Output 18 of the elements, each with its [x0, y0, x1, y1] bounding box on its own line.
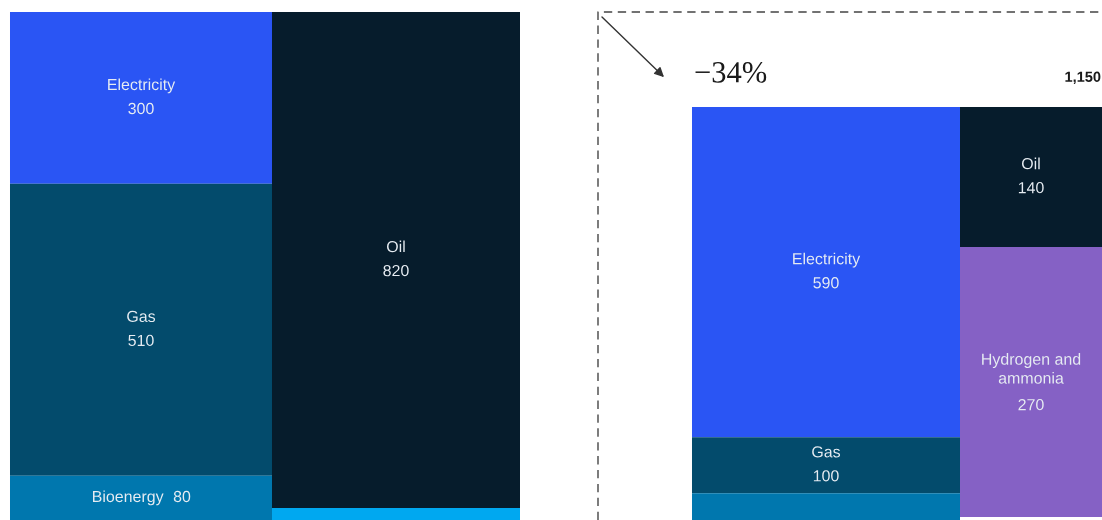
- category-label: Gas: [127, 310, 156, 323]
- category-label: Oil: [1022, 157, 1040, 170]
- data-label: 140: [1018, 181, 1044, 194]
- data-label: 270: [1018, 398, 1044, 411]
- data-label: 510: [128, 334, 154, 347]
- category-label: Bioenergy: [93, 490, 164, 506]
- data-label: 80: [173, 490, 191, 503]
- data-label: 590: [813, 277, 839, 289]
- category-label: Gas: [812, 446, 841, 458]
- category-label: Electricity: [108, 78, 176, 94]
- category-label: Oil: [387, 240, 405, 253]
- data-label: 100: [813, 470, 839, 482]
- text: −34%: [695, 62, 767, 83]
- data-label: 820: [383, 264, 409, 277]
- category-label: Electricity: [793, 252, 861, 268]
- category-label: Hydrogen and ammonia: [982, 353, 1081, 384]
- text: 1,150: [1065, 71, 1101, 85]
- data-label: 300: [128, 102, 154, 115]
